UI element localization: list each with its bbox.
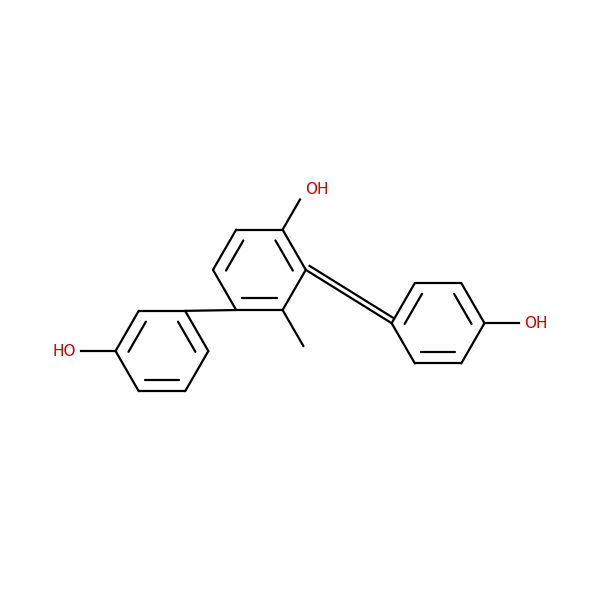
Text: OH: OH bbox=[305, 182, 328, 197]
Text: HO: HO bbox=[53, 344, 76, 359]
Text: OH: OH bbox=[524, 316, 547, 331]
